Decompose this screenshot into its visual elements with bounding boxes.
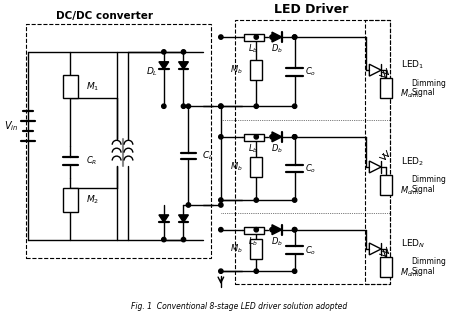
Text: $D_L$: $D_L$ — [146, 65, 158, 78]
Circle shape — [254, 35, 258, 39]
Circle shape — [270, 35, 274, 39]
Circle shape — [292, 35, 297, 39]
Text: $L_b$: $L_b$ — [248, 235, 258, 248]
Text: $M_1$: $M_1$ — [86, 80, 100, 93]
Bar — [245, 134, 264, 141]
Text: Dimming: Dimming — [411, 78, 447, 87]
Bar — [250, 60, 262, 80]
Circle shape — [292, 198, 297, 202]
Text: LED$_1$: LED$_1$ — [401, 59, 424, 71]
Text: Fig. 1  Conventional 8-stage LED driver solution adopted: Fig. 1 Conventional 8-stage LED driver s… — [131, 302, 347, 311]
Text: $C_o$: $C_o$ — [305, 162, 316, 175]
Bar — [250, 239, 262, 259]
Circle shape — [292, 227, 297, 232]
Text: $L_b$: $L_b$ — [248, 143, 258, 155]
Polygon shape — [272, 132, 282, 142]
Text: $M_b$: $M_b$ — [230, 64, 243, 77]
Text: $D_b$: $D_b$ — [271, 43, 283, 55]
Bar — [63, 75, 78, 98]
Text: Signal: Signal — [411, 185, 436, 194]
Text: $M_{dim}$: $M_{dim}$ — [400, 266, 420, 279]
Circle shape — [219, 104, 223, 108]
Text: $L_b$: $L_b$ — [248, 43, 258, 55]
Bar — [365, 20, 390, 284]
Text: Signal: Signal — [411, 88, 436, 97]
Text: $D_b$: $D_b$ — [271, 235, 283, 248]
Bar — [380, 257, 392, 277]
Bar — [235, 20, 390, 284]
Text: Dimming: Dimming — [411, 257, 447, 266]
Text: $C_o$: $C_o$ — [305, 65, 316, 78]
Circle shape — [270, 135, 274, 139]
Circle shape — [219, 35, 223, 39]
Text: $V_{in}$: $V_{in}$ — [4, 119, 18, 133]
Text: $D_b$: $D_b$ — [271, 143, 283, 155]
Text: $M_{dim}$: $M_{dim}$ — [400, 88, 420, 100]
Circle shape — [292, 135, 297, 139]
Circle shape — [254, 104, 258, 108]
Text: Signal: Signal — [411, 267, 436, 276]
Circle shape — [186, 203, 191, 207]
Polygon shape — [272, 32, 282, 42]
Bar — [26, 24, 211, 258]
Polygon shape — [159, 62, 169, 69]
Circle shape — [162, 237, 166, 242]
Text: $M_{dim}$: $M_{dim}$ — [400, 184, 420, 197]
Circle shape — [254, 227, 258, 232]
Circle shape — [254, 198, 258, 202]
Circle shape — [270, 227, 274, 232]
Bar — [380, 175, 392, 195]
Circle shape — [182, 50, 186, 54]
Text: $C_R$: $C_R$ — [86, 154, 98, 167]
Circle shape — [292, 227, 297, 232]
Circle shape — [254, 135, 258, 139]
Circle shape — [182, 104, 186, 108]
Bar — [245, 34, 264, 41]
Text: LED Driver: LED Driver — [274, 3, 348, 16]
Bar — [63, 188, 78, 212]
Circle shape — [219, 104, 223, 108]
Bar — [380, 78, 392, 98]
Circle shape — [292, 35, 297, 39]
Polygon shape — [179, 215, 188, 222]
Circle shape — [292, 135, 297, 139]
Text: $M_b$: $M_b$ — [230, 161, 243, 173]
Circle shape — [182, 237, 186, 242]
Circle shape — [292, 269, 297, 273]
Bar — [250, 157, 262, 177]
Circle shape — [186, 104, 191, 108]
Circle shape — [219, 203, 223, 207]
Text: $C_L$: $C_L$ — [202, 149, 214, 162]
Text: LED$_2$: LED$_2$ — [401, 156, 424, 168]
Text: LED$_N$: LED$_N$ — [401, 238, 425, 250]
Text: $M_b$: $M_b$ — [230, 243, 243, 255]
Text: DC/DC converter: DC/DC converter — [56, 11, 153, 21]
Text: Dimming: Dimming — [411, 175, 447, 184]
Circle shape — [219, 227, 223, 232]
Text: $M_2$: $M_2$ — [86, 194, 100, 206]
Circle shape — [219, 135, 223, 139]
Circle shape — [162, 50, 166, 54]
Circle shape — [162, 104, 166, 108]
Circle shape — [219, 198, 223, 202]
Polygon shape — [179, 62, 188, 69]
Circle shape — [219, 269, 223, 273]
Bar — [245, 227, 264, 234]
Text: $C_o$: $C_o$ — [305, 244, 316, 257]
Polygon shape — [159, 215, 169, 222]
Circle shape — [292, 104, 297, 108]
Circle shape — [254, 269, 258, 273]
Polygon shape — [272, 225, 282, 235]
